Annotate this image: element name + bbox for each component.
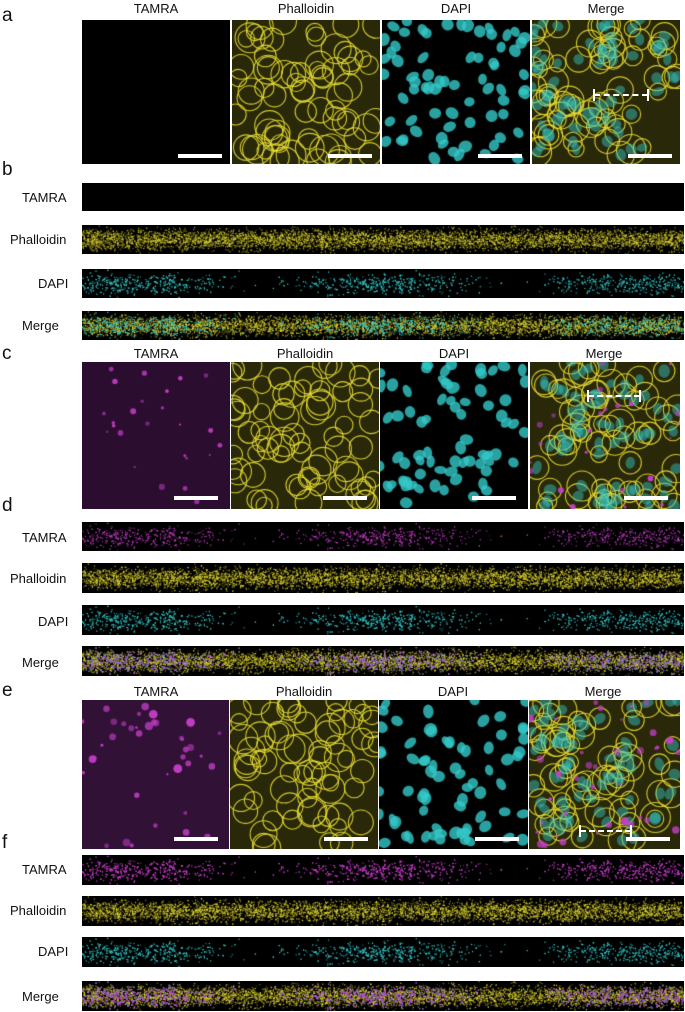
scale-bar [472, 496, 516, 500]
panel-f-row-label-tamra: TAMRA [22, 862, 67, 877]
panel-c-col-label-merge: Merge [585, 346, 623, 361]
panel-c-tamra-image [82, 362, 230, 509]
panel-d-phalloidin-strip [82, 563, 684, 593]
panel-e-col-label-merge: Merge [584, 684, 622, 699]
panel-f-row-label-merge: Merge [22, 989, 59, 1004]
panel-a-letter: a [2, 5, 13, 26]
panel-b-row-label-dapi: DAPI [38, 276, 69, 291]
scale-bar [624, 496, 668, 500]
panel-d-row-label-phalloidin: Phalloidin [10, 571, 67, 586]
panel-c-dapi-image [380, 362, 528, 509]
panel-a-col-label-phalloidin: Phalloidin [277, 1, 335, 16]
panel-f-letter: f [2, 832, 8, 853]
panel-f-row-label-dapi: DAPI [38, 944, 69, 959]
panel-e-merge-image [529, 700, 680, 849]
cross-section-marker [587, 390, 641, 402]
panel-b-row-label-tamra: TAMRA [22, 190, 67, 205]
scale-bar [174, 496, 218, 500]
panel-e-dapi-image [379, 700, 528, 849]
panel-b-dapi-strip [82, 269, 684, 298]
panel-b-letter: b [2, 159, 13, 180]
panel-e-phalloidin-image [230, 700, 378, 849]
panel-c-col-label-dapi: DAPI [438, 346, 470, 361]
scale-bar [628, 154, 672, 158]
scale-bar [174, 837, 218, 841]
panel-c-phalloidin-image [231, 362, 379, 509]
panel-b-row-label-phalloidin: Phalloidin [10, 232, 67, 247]
panel-d-merge-strip [82, 646, 684, 676]
panel-a-col-label-merge: Merge [587, 1, 625, 16]
panel-b-phalloidin-strip [82, 225, 684, 254]
panel-f-dapi-strip [82, 937, 684, 967]
cross-section-marker [593, 89, 649, 101]
panel-a-merge-image [532, 20, 680, 164]
panel-d-row-label-dapi: DAPI [38, 614, 69, 629]
panel-e-tamra-image [82, 700, 229, 849]
panel-a-col-label-tamra: TAMRA [133, 1, 179, 16]
scale-bar [178, 154, 222, 158]
panel-e-letter: e [2, 680, 13, 701]
panel-a-tamra-image [82, 20, 230, 164]
panel-a-col-label-dapi: DAPI [440, 1, 472, 16]
panel-a-dapi-image [382, 20, 530, 164]
panel-d-tamra-strip [82, 522, 684, 551]
panel-f-phalloidin-strip [82, 896, 684, 926]
panel-d-row-label-tamra: TAMRA [22, 530, 67, 545]
panel-b-merge-strip [82, 311, 684, 340]
scale-bar [478, 154, 522, 158]
panel-f-tamra-strip [82, 855, 684, 885]
panel-e-col-label-phalloidin: Phalloidin [275, 684, 333, 699]
scale-bar [324, 837, 368, 841]
panel-c-merge-image [530, 362, 680, 509]
panel-c-letter: c [2, 343, 12, 364]
scale-bar [323, 496, 367, 500]
panel-f-merge-strip [82, 981, 684, 1011]
panel-c-col-label-phalloidin: Phalloidin [276, 346, 334, 361]
cross-section-marker [579, 825, 632, 837]
scale-bar [626, 837, 670, 841]
panel-d-dapi-strip [82, 605, 684, 635]
panel-c-col-label-tamra: TAMRA [133, 346, 179, 361]
panel-b-tamra-strip [82, 183, 684, 211]
panel-f-row-label-phalloidin: Phalloidin [10, 903, 67, 918]
panel-d-row-label-merge: Merge [22, 655, 59, 670]
panel-e-col-label-dapi: DAPI [437, 684, 469, 699]
panel-b-row-label-merge: Merge [22, 318, 59, 333]
panel-d-letter: d [2, 495, 13, 516]
scale-bar [475, 837, 519, 841]
panel-a-phalloidin-image [232, 20, 380, 164]
panel-e-col-label-tamra: TAMRA [133, 684, 179, 699]
scale-bar [328, 154, 372, 158]
